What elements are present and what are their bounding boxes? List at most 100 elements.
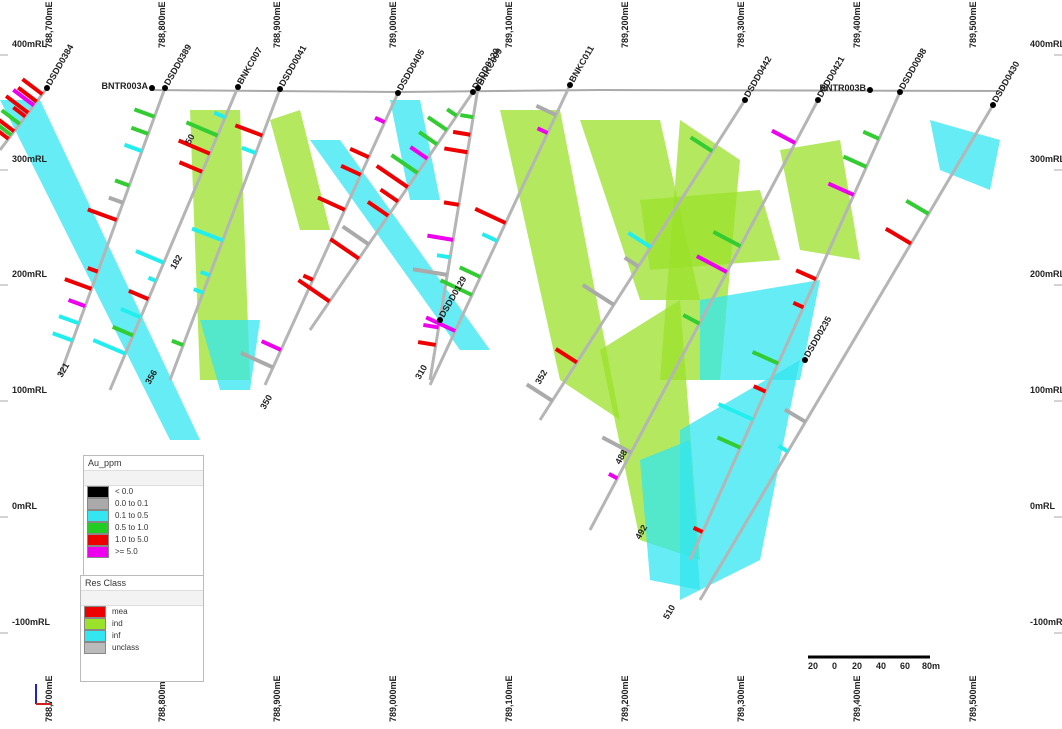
assay-interval <box>481 232 499 243</box>
scale-label: 40 <box>876 661 886 671</box>
assay-interval <box>426 115 449 132</box>
assay-interval <box>412 267 448 277</box>
assay-interval <box>443 146 468 155</box>
assay-interval <box>340 164 362 177</box>
depth-label: 50 <box>183 132 197 146</box>
easting-label-top: 789,100mE <box>504 1 514 48</box>
legend-label: 0.0 to 0.1 <box>115 499 149 508</box>
assay-interval <box>58 314 80 326</box>
easting-label-bottom: 789,100mE <box>504 675 514 722</box>
assay-interval <box>92 338 127 356</box>
assay-interval <box>712 230 742 248</box>
assay-interval <box>111 325 134 338</box>
assay-interval <box>689 135 714 153</box>
assay-interval <box>425 315 457 333</box>
drill-trace <box>108 86 240 391</box>
legend-row: 0.5 to 1.0 <box>84 522 203 534</box>
assay-interval <box>379 187 400 204</box>
assay-interval <box>417 340 437 347</box>
assay-interval <box>119 306 142 320</box>
assay-interval <box>771 128 797 145</box>
assay-interval <box>443 200 460 207</box>
assay-interval <box>171 338 184 347</box>
elevation-label-left: 100mRL <box>12 385 48 395</box>
legend-label: inf <box>112 631 121 640</box>
scale-label: 60 <box>900 661 910 671</box>
drill-trace <box>538 99 747 421</box>
assay-interval <box>240 351 274 370</box>
legend-label: 0.5 to 1.0 <box>115 523 149 532</box>
legend-toolbar <box>81 591 203 606</box>
collar <box>395 90 401 96</box>
legend-swatch <box>87 498 109 510</box>
assay-interval <box>390 153 419 175</box>
assay-interval <box>418 130 439 147</box>
assay-interval <box>178 160 203 174</box>
legend-label: >= 5.0 <box>115 547 138 556</box>
drill-trace <box>168 88 282 381</box>
assay-interval <box>67 298 86 308</box>
assay-interval <box>525 382 554 403</box>
assay-interval <box>241 145 257 155</box>
depth-label: 510 <box>661 603 677 621</box>
legend-swatch <box>87 522 109 534</box>
assay-interval <box>536 126 549 135</box>
assay-interval <box>783 407 807 424</box>
hole-label: DSDD0389 <box>162 43 193 87</box>
easting-label-top: 789,300mE <box>736 1 746 48</box>
assay-interval <box>862 129 880 141</box>
easting-label-top: 789,500mE <box>968 1 978 48</box>
legend-row: 0.1 to 0.5 <box>84 510 203 522</box>
legend-row: ind <box>81 618 203 630</box>
collar <box>44 85 50 91</box>
legend-row: mea <box>81 606 203 618</box>
easting-label-bottom: 789,200mE <box>620 675 630 722</box>
elevation-label-left: -100mRL <box>12 617 51 627</box>
easting-label-top: 788,800mE <box>157 1 167 48</box>
assay-interval <box>607 472 619 481</box>
scale-label: 20 <box>852 661 862 671</box>
assay-interval <box>0 118 16 133</box>
assay-interval <box>0 129 10 141</box>
collar <box>802 357 808 363</box>
legend-swatch <box>87 546 109 558</box>
assay-interval <box>777 444 789 454</box>
assay-interval <box>297 278 331 304</box>
hole-label: BNKC011 <box>567 44 596 84</box>
assay-interval <box>128 288 150 301</box>
depth-label: 310 <box>413 363 429 381</box>
assay-interval <box>349 146 370 160</box>
resclass-legend-panel[interactable]: Res Class mea ind inf unclass <box>80 575 204 682</box>
legend-label: < 0.0 <box>115 487 134 496</box>
assay-interval <box>234 123 264 138</box>
hole-label: BNTR003A <box>101 81 148 91</box>
assay-interval <box>108 195 124 205</box>
assay-interval <box>191 226 224 243</box>
assay-interval <box>439 278 473 297</box>
legend-swatch <box>84 642 106 654</box>
assay-interval <box>177 138 211 156</box>
zone <box>270 110 330 230</box>
collar <box>162 85 168 91</box>
easting-label-bottom: 789,500mE <box>968 675 978 722</box>
assay-interval <box>123 142 143 154</box>
assay-interval <box>199 269 211 278</box>
assay-interval <box>692 526 704 534</box>
hole-label: DSDD0384 <box>44 43 75 87</box>
elevation-label-left: 400mRL <box>12 39 48 49</box>
hole-label: DSDD0442 <box>742 55 773 99</box>
hole-label: DSDD0430 <box>990 60 1021 104</box>
depth-label: 182 <box>168 253 184 271</box>
assay-interval <box>260 339 282 352</box>
zone <box>640 440 700 590</box>
assay-interval <box>52 331 74 343</box>
collar <box>567 82 573 88</box>
assay-interval <box>905 199 930 216</box>
assay-interval <box>792 300 805 310</box>
legend-swatch <box>87 534 109 546</box>
elevation-label-right: 0mRL <box>1030 501 1056 511</box>
assay-interval <box>133 107 156 119</box>
drill-trace <box>308 91 475 331</box>
assay-interval <box>185 120 219 138</box>
drill-trace <box>428 84 572 386</box>
